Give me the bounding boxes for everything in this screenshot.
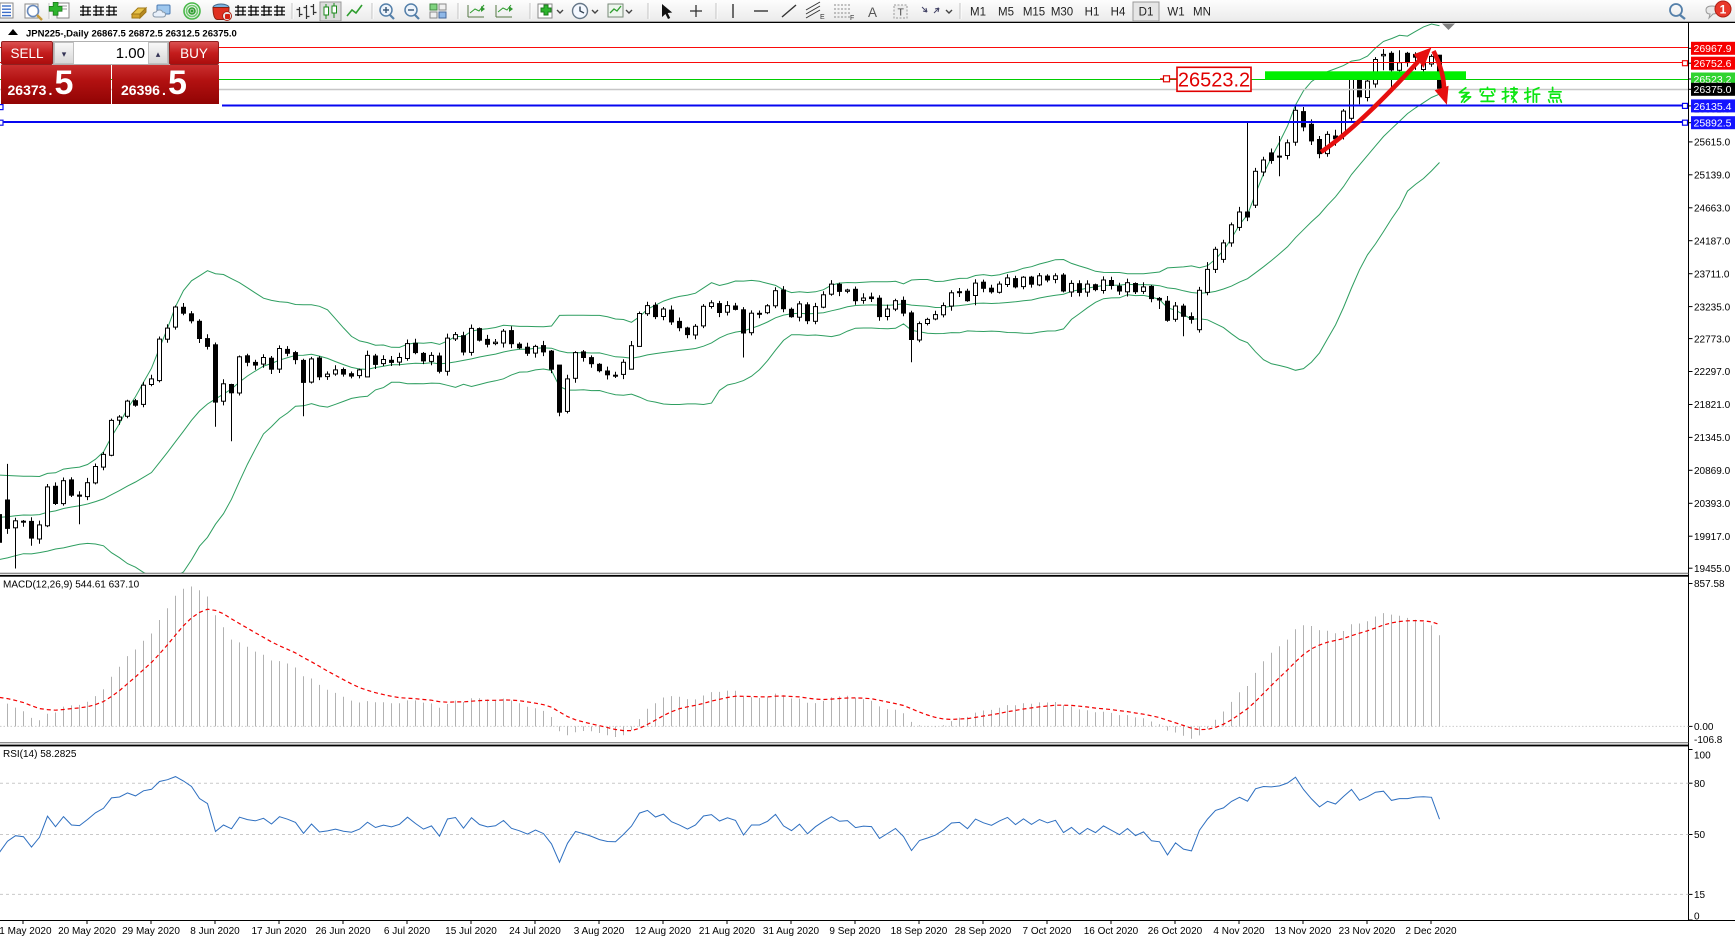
svg-text:20869.0: 20869.0 — [1694, 466, 1731, 477]
svg-text:26523.2: 26523.2 — [1178, 70, 1250, 92]
svg-text:16 Oct 2020: 16 Oct 2020 — [1084, 926, 1139, 937]
svg-text:8 Jun 2020: 8 Jun 2020 — [190, 926, 240, 937]
svg-text:M5: M5 — [998, 7, 1014, 19]
svg-text:19917.0: 19917.0 — [1694, 532, 1731, 543]
svg-text:22297.0: 22297.0 — [1694, 367, 1731, 378]
svg-text:26967.9: 26967.9 — [1694, 43, 1732, 55]
svg-text:20393.0: 20393.0 — [1694, 499, 1731, 510]
svg-text:MN: MN — [1193, 7, 1211, 19]
svg-text:21345.0: 21345.0 — [1694, 433, 1731, 444]
svg-text:50: 50 — [1694, 830, 1706, 841]
svg-text:24 Jul 2020: 24 Jul 2020 — [509, 926, 561, 937]
svg-text:23235.0: 23235.0 — [1694, 302, 1731, 313]
svg-text:25139.0: 25139.0 — [1694, 171, 1731, 182]
svg-text:24663.0: 24663.0 — [1694, 204, 1731, 215]
svg-text:H1: H1 — [1085, 7, 1100, 19]
svg-text:0.00: 0.00 — [1694, 722, 1714, 733]
svg-text:23711.0: 23711.0 — [1694, 269, 1730, 280]
svg-text:15 Jul 2020: 15 Jul 2020 — [445, 926, 497, 937]
svg-text:20 May 2020: 20 May 2020 — [58, 926, 116, 937]
svg-text:26752.6: 26752.6 — [1694, 58, 1732, 70]
svg-text:M1: M1 — [970, 7, 986, 19]
svg-text:M15: M15 — [1023, 7, 1045, 19]
svg-text:26 Oct 2020: 26 Oct 2020 — [1148, 926, 1203, 937]
svg-text:26375.0: 26375.0 — [1694, 84, 1732, 96]
svg-text:22773.0: 22773.0 — [1694, 334, 1731, 345]
svg-text:19455.0: 19455.0 — [1694, 564, 1731, 575]
svg-text:3 Aug 2020: 3 Aug 2020 — [574, 926, 625, 937]
svg-text:A: A — [868, 5, 877, 20]
svg-text:26135.4: 26135.4 — [1694, 101, 1732, 113]
svg-text:JPN225-,Daily 26867.5 26872.5: JPN225-,Daily 26867.5 26872.5 26312.5 26… — [26, 29, 237, 40]
svg-text:24187.0: 24187.0 — [1694, 236, 1731, 247]
svg-text:80: 80 — [1694, 779, 1706, 790]
svg-text:9 Sep 2020: 9 Sep 2020 — [829, 926, 881, 937]
svg-text:1: 1 — [1720, 3, 1727, 17]
svg-text:D1: D1 — [1139, 7, 1154, 19]
svg-text:28 Sep 2020: 28 Sep 2020 — [955, 926, 1012, 937]
svg-text:13 Nov 2020: 13 Nov 2020 — [1275, 926, 1332, 937]
svg-text:25892.5: 25892.5 — [1694, 118, 1732, 130]
svg-text:2 Dec 2020: 2 Dec 2020 — [1405, 926, 1457, 937]
svg-text:0: 0 — [1694, 912, 1700, 923]
svg-text:M30: M30 — [1051, 7, 1073, 19]
svg-text:W1: W1 — [1167, 7, 1184, 19]
svg-text:4 Nov 2020: 4 Nov 2020 — [1213, 926, 1265, 937]
svg-text:31 Aug 2020: 31 Aug 2020 — [763, 926, 820, 937]
svg-text:21821.0: 21821.0 — [1694, 400, 1731, 411]
svg-text:H4: H4 — [1111, 7, 1126, 19]
svg-text:100: 100 — [1694, 751, 1711, 762]
svg-text:857.58: 857.58 — [1694, 579, 1725, 590]
svg-text:E: E — [820, 14, 825, 21]
svg-text:23 Nov 2020: 23 Nov 2020 — [1339, 926, 1396, 937]
svg-text:29 May 2020: 29 May 2020 — [122, 926, 180, 937]
svg-text:7 Oct 2020: 7 Oct 2020 — [1023, 926, 1072, 937]
svg-text:RSI(14) 58.2825: RSI(14) 58.2825 — [3, 749, 77, 760]
svg-text:18 Sep 2020: 18 Sep 2020 — [891, 926, 948, 937]
svg-text:25615.0: 25615.0 — [1694, 138, 1731, 149]
svg-text:21 Aug 2020: 21 Aug 2020 — [699, 926, 756, 937]
svg-text:26 Jun 2020: 26 Jun 2020 — [315, 926, 370, 937]
svg-text:17 Jun 2020: 17 Jun 2020 — [251, 926, 306, 937]
svg-text:6 Jul 2020: 6 Jul 2020 — [384, 926, 431, 937]
svg-text:15: 15 — [1694, 890, 1706, 901]
svg-text:12 Aug 2020: 12 Aug 2020 — [635, 926, 692, 937]
svg-text:T: T — [898, 7, 905, 19]
svg-text:-106.8: -106.8 — [1694, 735, 1723, 746]
svg-text:F: F — [850, 15, 854, 22]
svg-text:11 May 2020: 11 May 2020 — [0, 926, 52, 937]
svg-text:MACD(12,26,9) 544.61 637.10: MACD(12,26,9) 544.61 637.10 — [3, 580, 140, 591]
